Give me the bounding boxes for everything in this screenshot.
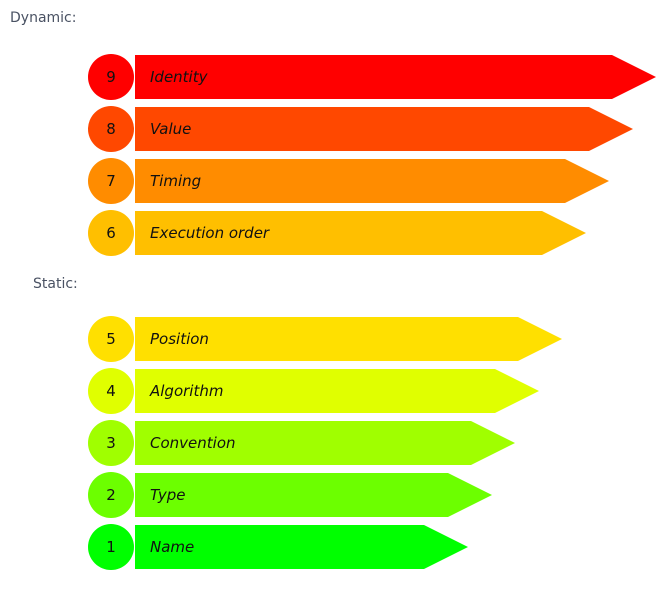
- level-number-badge: 7: [88, 158, 134, 204]
- arrow-head: [424, 525, 468, 569]
- arrow-head: [612, 55, 656, 99]
- level-row: 4 Algorithm: [0, 368, 664, 414]
- level-number-badge: 3: [88, 420, 134, 466]
- arrow-head: [541, 211, 586, 255]
- level-row: 6 Execution order: [0, 210, 664, 256]
- level-row: 3 Convention: [0, 420, 664, 466]
- arrow-head: [565, 159, 609, 203]
- static-section-label: Static:: [33, 276, 78, 292]
- level-number-badge: 1: [88, 524, 134, 570]
- level-number-badge: 8: [88, 106, 134, 152]
- arrow-head: [471, 421, 515, 465]
- level-number-badge: 5: [88, 316, 134, 362]
- arrow-head: [588, 107, 633, 151]
- level-label: Value: [150, 120, 192, 138]
- level-label: Algorithm: [150, 382, 224, 400]
- level-number-badge: 6: [88, 210, 134, 256]
- arrow-head: [447, 473, 492, 517]
- level-label: Type: [150, 486, 186, 504]
- level-row: 5 Position: [0, 316, 664, 362]
- level-label: Execution order: [150, 224, 270, 242]
- level-row: 9 Identity: [0, 54, 664, 100]
- level-label: Convention: [150, 434, 236, 452]
- arrow-head: [518, 317, 562, 361]
- arrow-head: [494, 369, 539, 413]
- level-label: Position: [150, 330, 209, 348]
- level-row: 7 Timing: [0, 158, 664, 204]
- dynamic-section-label: Dynamic:: [10, 10, 77, 26]
- level-number-badge: 9: [88, 54, 134, 100]
- level-row: 8 Value: [0, 106, 664, 152]
- level-row: 2 Type: [0, 472, 664, 518]
- level-number-badge: 2: [88, 472, 134, 518]
- level-row: 1 Name: [0, 524, 664, 570]
- level-label: Timing: [150, 172, 202, 190]
- level-label: Name: [150, 538, 195, 556]
- level-label: Identity: [150, 68, 208, 86]
- level-number-badge: 4: [88, 368, 134, 414]
